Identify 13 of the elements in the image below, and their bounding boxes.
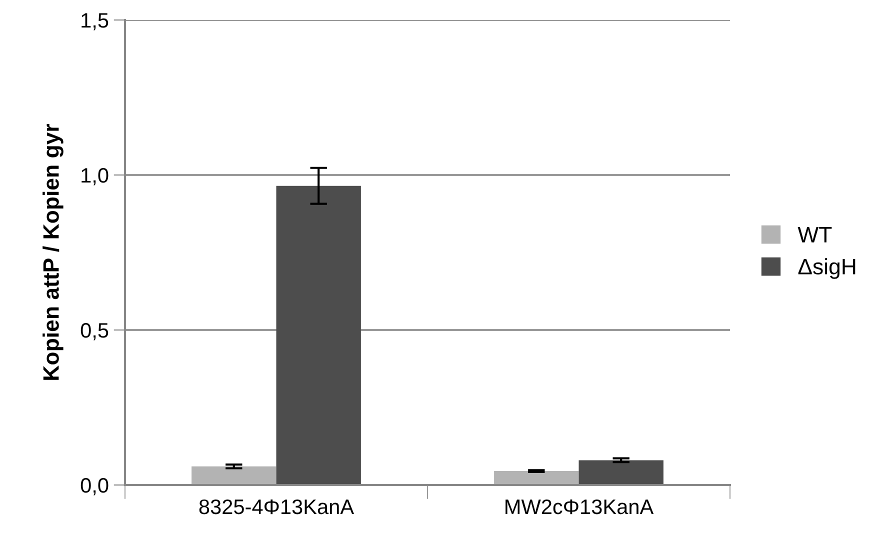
bar bbox=[276, 186, 361, 485]
y-tick-label: 0,0 bbox=[80, 478, 108, 496]
y-axis-title: Kopien attP / Kopien gyr bbox=[42, 124, 64, 380]
x-tick-label: 8325-4Φ13KanA bbox=[199, 499, 354, 514]
bar bbox=[494, 471, 579, 485]
y-tick-label: 1,0 bbox=[82, 168, 108, 186]
legend-label: WT bbox=[798, 227, 832, 242]
bar bbox=[578, 460, 664, 485]
legend-label: ΔsigH bbox=[798, 258, 856, 279]
bar bbox=[192, 466, 276, 485]
y-tick-label: 1,5 bbox=[82, 13, 108, 30]
y-tick-label: 0,5 bbox=[80, 323, 108, 340]
x-tick-label: MW2cΦ13KanA bbox=[506, 499, 654, 514]
